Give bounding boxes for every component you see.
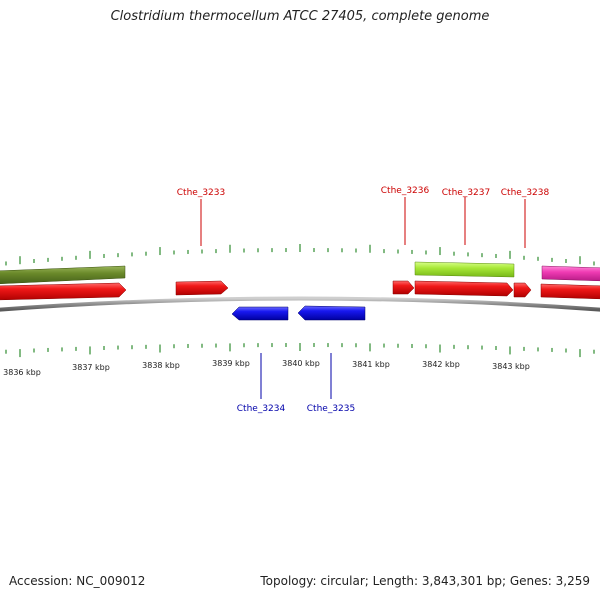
- scale-label: 3837 kbp: [72, 363, 110, 372]
- forward-cds-arrow: [513, 282, 532, 298]
- pink-feature-bar: [541, 265, 600, 282]
- forward-cds-arrow: [0, 282, 127, 301]
- forward-cds-arrow: [392, 280, 415, 295]
- gene-label: Cthe_3235: [307, 404, 355, 414]
- scale-label: 3840 kbp: [282, 359, 320, 368]
- outer-tick-marks: [5, 244, 595, 266]
- scale-label: 3838 kbp: [142, 361, 180, 370]
- scale-label: 3839 kbp: [212, 359, 250, 368]
- map-title: Clostridium thermocellum ATCC 27405, com…: [110, 9, 490, 24]
- gene-label: Cthe_3238: [501, 188, 550, 198]
- inner-tick-marks: [5, 343, 595, 358]
- gene-label: Cthe_3236: [381, 186, 430, 196]
- top-label-lines: [200, 197, 526, 248]
- forward-cds-arrow: [540, 283, 600, 300]
- scale-label: 3841 kbp: [352, 360, 390, 369]
- gene-label: Cthe_3234: [237, 404, 286, 414]
- reverse-cds-arrow: [231, 306, 289, 321]
- gene-label: Cthe_3233: [177, 188, 225, 198]
- topology-text: Topology: circular; Length: 3,843,301 bp…: [260, 574, 590, 588]
- scale-label: 3842 kbp: [422, 360, 460, 369]
- olive-feature-bar: [0, 265, 126, 285]
- forward-cds-arrow: [414, 280, 514, 297]
- bottom-label-lines: [260, 353, 332, 399]
- scale-label: 3836 kbp: [3, 368, 41, 377]
- gene-label: Cthe_3237: [442, 188, 490, 198]
- lime-feature-bar: [414, 261, 515, 278]
- accession-text: Accession: NC_009012: [9, 574, 146, 588]
- reverse-cds-arrow: [297, 305, 366, 321]
- forward-cds-arrow: [175, 280, 229, 296]
- genome-backbone: [0, 296, 600, 312]
- scale-label: 3843 kbp: [492, 362, 530, 371]
